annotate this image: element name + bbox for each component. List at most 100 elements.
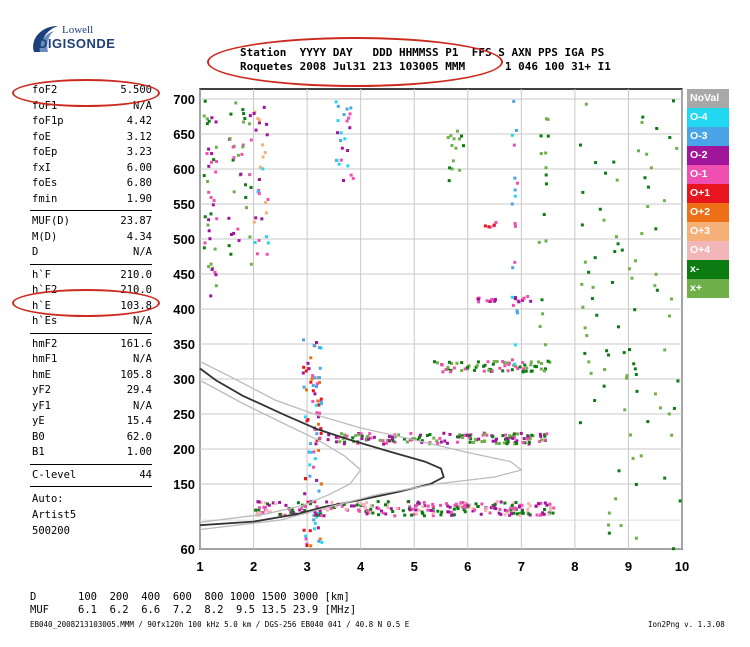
data-point bbox=[308, 463, 312, 467]
data-point bbox=[214, 284, 218, 288]
data-point bbox=[312, 343, 316, 347]
data-point bbox=[614, 497, 618, 501]
data-point bbox=[544, 166, 548, 170]
data-point bbox=[489, 506, 493, 510]
data-point bbox=[249, 186, 253, 190]
data-point bbox=[513, 224, 517, 228]
data-point bbox=[492, 359, 496, 363]
data-point bbox=[580, 223, 584, 227]
data-point bbox=[627, 348, 631, 352]
y-tick-label: 450 bbox=[173, 267, 195, 282]
data-point bbox=[387, 435, 391, 439]
data-point bbox=[459, 501, 463, 505]
data-point bbox=[303, 509, 307, 513]
data-point bbox=[258, 165, 262, 169]
data-point bbox=[207, 218, 211, 222]
data-point bbox=[345, 107, 349, 111]
auto-code: 500200 bbox=[32, 525, 70, 537]
param-row-b1: B1 1.00 bbox=[30, 446, 152, 460]
data-point bbox=[458, 433, 462, 437]
y-tick-label: 550 bbox=[173, 197, 195, 212]
data-point bbox=[450, 143, 454, 147]
data-point bbox=[307, 367, 311, 371]
data-point bbox=[410, 513, 414, 517]
data-point bbox=[463, 367, 467, 371]
data-point bbox=[422, 514, 426, 518]
data-point bbox=[668, 314, 672, 318]
data-point bbox=[315, 438, 319, 442]
data-point bbox=[507, 361, 511, 365]
data-point bbox=[371, 511, 375, 515]
data-point bbox=[477, 300, 481, 304]
param-row-c-level: C-level 44 bbox=[30, 469, 152, 483]
data-point bbox=[314, 341, 318, 345]
data-point bbox=[229, 252, 233, 256]
param-value: N/A bbox=[133, 246, 152, 258]
data-point bbox=[319, 512, 323, 516]
data-point bbox=[456, 507, 460, 511]
data-point bbox=[349, 173, 353, 177]
param-name: hmF2 bbox=[32, 337, 58, 350]
data-point bbox=[449, 510, 453, 514]
data-point bbox=[663, 348, 667, 352]
data-point bbox=[452, 366, 456, 370]
data-point bbox=[202, 114, 206, 118]
data-point bbox=[468, 440, 472, 444]
data-point bbox=[479, 512, 483, 516]
data-point bbox=[332, 505, 336, 509]
data-point bbox=[436, 441, 440, 445]
data-point bbox=[210, 267, 214, 271]
param-name: M(D) bbox=[32, 230, 58, 243]
param-name: h`Es bbox=[32, 315, 58, 327]
legend-item-noval: NoVal bbox=[687, 89, 729, 108]
data-point bbox=[494, 220, 498, 224]
data-point bbox=[540, 298, 544, 302]
data-point bbox=[335, 440, 339, 444]
x-tick-label: 2 bbox=[250, 559, 257, 574]
data-point bbox=[309, 450, 313, 454]
data-point bbox=[208, 237, 212, 241]
data-point bbox=[538, 432, 542, 436]
data-point bbox=[307, 450, 311, 454]
param-row-h-es: h`Es N/A bbox=[30, 315, 152, 329]
data-point bbox=[418, 433, 422, 437]
legend-item-o-2: O+2 bbox=[687, 203, 729, 222]
data-point bbox=[420, 510, 424, 514]
data-point bbox=[311, 389, 315, 393]
data-point bbox=[485, 299, 489, 303]
data-point bbox=[340, 432, 344, 436]
data-point bbox=[468, 503, 472, 507]
data-point bbox=[318, 366, 322, 370]
panel-divider bbox=[30, 486, 152, 487]
data-point bbox=[431, 514, 435, 518]
y-tick-label: 500 bbox=[173, 232, 195, 247]
data-point bbox=[390, 437, 394, 441]
data-point bbox=[346, 164, 350, 168]
data-point bbox=[455, 440, 459, 444]
data-point bbox=[605, 349, 609, 353]
data-point bbox=[464, 505, 468, 509]
data-point bbox=[309, 356, 313, 360]
data-point bbox=[405, 440, 409, 444]
param-row-hme: hmE 105.8 bbox=[30, 369, 152, 383]
data-point bbox=[510, 295, 514, 299]
data-point bbox=[662, 199, 666, 203]
data-point bbox=[589, 371, 593, 375]
data-point bbox=[315, 515, 319, 519]
data-point bbox=[240, 152, 244, 156]
data-point bbox=[231, 145, 235, 149]
data-point bbox=[614, 235, 618, 239]
data-point bbox=[580, 282, 584, 286]
data-point bbox=[260, 217, 264, 221]
data-point bbox=[312, 514, 316, 518]
data-point bbox=[483, 224, 487, 228]
data-point bbox=[511, 502, 515, 506]
data-point bbox=[522, 437, 526, 441]
data-point bbox=[491, 435, 495, 439]
data-point bbox=[311, 465, 315, 469]
param-name: foF1p bbox=[32, 115, 64, 127]
data-point bbox=[317, 448, 321, 452]
profile-curve bbox=[199, 367, 445, 527]
data-point bbox=[540, 512, 544, 516]
data-point bbox=[372, 435, 376, 439]
